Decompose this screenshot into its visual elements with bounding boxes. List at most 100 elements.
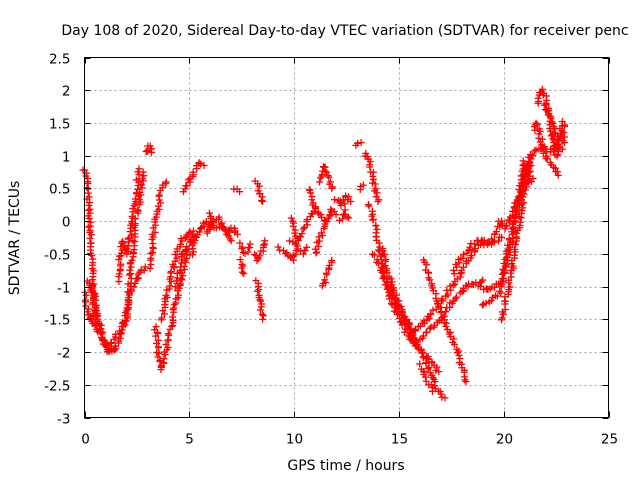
data-point <box>354 139 362 147</box>
data-point <box>166 282 174 290</box>
data-point <box>289 222 297 230</box>
data-point <box>498 218 506 226</box>
data-point <box>126 266 134 274</box>
data-point <box>141 263 149 271</box>
data-point <box>120 241 128 249</box>
data-point <box>437 390 445 398</box>
data-point <box>86 234 94 242</box>
data-point <box>450 270 458 278</box>
data-point <box>111 342 119 350</box>
data-point <box>460 250 468 258</box>
data-point <box>511 246 519 254</box>
data-point <box>200 222 208 230</box>
data-point <box>140 266 148 274</box>
data-point <box>370 251 378 259</box>
data-point <box>529 175 537 183</box>
data-point <box>170 300 178 308</box>
data-point <box>412 337 420 345</box>
data-point <box>256 296 264 304</box>
data-point <box>303 243 311 251</box>
data-point <box>128 212 136 220</box>
data-point <box>173 254 181 262</box>
data-point <box>134 206 142 214</box>
data-point <box>84 189 92 197</box>
data-point <box>428 387 436 395</box>
data-point <box>357 139 365 147</box>
data-point <box>178 276 186 284</box>
data-point <box>259 198 267 205</box>
data-point <box>438 295 446 303</box>
data-point <box>487 297 495 305</box>
y-tick-label: -3 <box>57 412 70 428</box>
data-point <box>313 248 321 256</box>
data-point <box>115 256 123 264</box>
data-point <box>256 306 264 314</box>
data-point <box>506 283 514 291</box>
data-point <box>531 147 539 155</box>
data-point <box>337 201 345 209</box>
data-point <box>246 240 254 248</box>
data-point <box>299 225 307 233</box>
data-point <box>234 230 242 238</box>
data-point <box>560 122 568 130</box>
x-tick-label: 0 <box>81 432 90 448</box>
data-point <box>487 235 495 243</box>
data-point <box>127 218 135 226</box>
data-point <box>149 240 157 248</box>
data-point <box>185 176 193 184</box>
data-point <box>287 214 295 222</box>
x-tick-labels: 0 5 10 15 20 25 <box>81 432 618 448</box>
data-point <box>540 145 548 153</box>
data-point <box>370 175 378 183</box>
data-point <box>177 241 185 249</box>
data-point <box>495 237 503 245</box>
data-point <box>543 155 551 163</box>
data-point <box>117 260 125 268</box>
data-point <box>115 270 123 278</box>
data-point <box>178 250 186 258</box>
data-point <box>212 224 220 232</box>
data-point <box>444 291 452 299</box>
data-point <box>548 119 556 127</box>
data-point <box>168 313 176 321</box>
data-point <box>152 332 160 340</box>
data-point <box>129 237 137 245</box>
data-point <box>465 247 473 255</box>
data-point <box>195 228 203 236</box>
data-point <box>205 209 213 217</box>
data-point <box>261 237 269 245</box>
data-point <box>366 163 374 171</box>
x-tick-label: 5 <box>185 432 194 448</box>
data-point <box>550 138 558 146</box>
data-point <box>221 225 229 233</box>
data-point <box>380 251 388 259</box>
data-point <box>498 234 506 241</box>
data-point <box>191 237 199 245</box>
data-point <box>373 189 381 197</box>
data-point <box>516 218 524 226</box>
data-point <box>315 178 323 186</box>
data-point <box>560 139 568 147</box>
data-point <box>160 310 168 318</box>
data-point <box>259 312 267 320</box>
data-point <box>441 394 449 402</box>
data-point <box>323 168 331 176</box>
data-point <box>450 340 458 348</box>
data-point <box>341 200 349 208</box>
data-point <box>321 276 329 284</box>
data-point <box>215 215 223 223</box>
data-point <box>182 182 190 190</box>
data-point <box>379 247 387 255</box>
data-point <box>322 269 330 277</box>
data-point <box>156 357 164 365</box>
data-point <box>196 225 204 233</box>
data-point <box>84 223 92 231</box>
data-point <box>466 243 474 251</box>
data-point <box>547 115 555 123</box>
data-point <box>240 270 248 277</box>
data-point <box>534 94 542 102</box>
data-point <box>315 233 323 241</box>
data-point <box>442 322 450 330</box>
data-point <box>124 235 132 243</box>
data-point <box>257 303 265 311</box>
